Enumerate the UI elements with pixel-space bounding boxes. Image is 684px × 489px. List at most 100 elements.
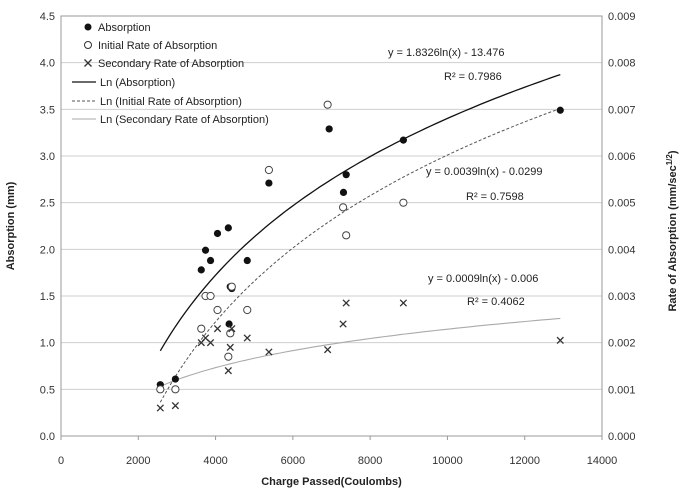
r2-initial-rate: R² = 0.7598 <box>466 191 524 203</box>
point-stroke <box>339 320 347 328</box>
point-secondary-rate-of-absorption <box>213 325 222 333</box>
y2-tick-label: 0.002 <box>608 338 636 350</box>
x-tick-label: 8000 <box>358 455 382 467</box>
y2-tick-label: 0.003 <box>608 291 636 303</box>
y-tick-label: 3.5 <box>40 104 55 116</box>
trend-line-ln-absorption <box>159 73 561 352</box>
x-tick-label: 0 <box>58 455 64 467</box>
point-initial-rate-of-absorption <box>156 385 165 394</box>
point-absorption <box>399 136 407 144</box>
point-initial-rate-of-absorption <box>399 198 408 207</box>
legend-marker-secondary-rate <box>84 59 92 67</box>
point-stroke <box>323 346 332 354</box>
point-absorption <box>556 106 564 114</box>
y-tick-label: 1.0 <box>40 338 55 350</box>
point-initial-rate-of-absorption <box>323 100 332 109</box>
point-stroke <box>226 343 234 351</box>
y-tick-label: 4.5 <box>40 11 55 23</box>
y2-tick-label: 0.004 <box>608 244 636 256</box>
equation-secondary-rate: y = 0.0009ln(x) - 0.006 <box>428 273 538 285</box>
point-initial-rate-of-absorption <box>197 324 206 333</box>
point-absorption <box>197 266 205 274</box>
legend-label-ln-absorption: Ln (Absorption) <box>100 77 175 89</box>
point-stroke <box>243 334 251 342</box>
point-absorption <box>342 171 350 179</box>
point-absorption <box>225 320 233 328</box>
point-secondary-rate-of-absorption <box>224 367 232 375</box>
x-tick-label: 10000 <box>432 455 463 467</box>
point-absorption <box>265 179 273 187</box>
point-stroke <box>201 334 210 342</box>
point-secondary-rate-of-absorption <box>171 402 180 410</box>
y-tick-label: 4.0 <box>40 58 55 70</box>
x-tick-label: 12000 <box>509 455 540 467</box>
point-stroke <box>156 404 164 412</box>
point-secondary-rate-of-absorption <box>228 325 236 333</box>
trend-lines <box>159 73 561 403</box>
point-absorption <box>206 256 215 265</box>
r2-absorption: R² = 0.7986 <box>444 71 502 83</box>
point-secondary-rate-of-absorption <box>226 343 234 351</box>
point-absorption <box>243 256 251 265</box>
point-stroke <box>213 325 222 333</box>
y-tick-label: 2.0 <box>40 244 55 256</box>
point-stroke <box>228 325 236 333</box>
point-initial-rate-of-absorption <box>213 305 222 315</box>
point-stroke <box>224 367 232 375</box>
y-tick-label: 1.5 <box>40 291 55 303</box>
y2-axis-title: Rate of Absorption (mm/sec1/2) <box>665 150 679 311</box>
point-initial-rate-of-absorption <box>264 165 273 175</box>
point-secondary-rate-of-absorption <box>556 336 564 344</box>
y2-tick-label: 0.006 <box>608 151 636 163</box>
x-tick-label: 2000 <box>126 455 150 467</box>
point-initial-rate-of-absorption <box>224 352 233 361</box>
y2-tick-label: 0.005 <box>608 198 636 210</box>
y2-axis-title-end: ) <box>667 150 679 154</box>
point-stroke <box>206 339 215 347</box>
point-stroke <box>342 299 350 307</box>
point-secondary-rate-of-absorption <box>342 299 350 307</box>
legend-marker-initial-rate <box>84 41 92 49</box>
data-points <box>156 100 564 412</box>
y2-tick-label: 0.008 <box>608 58 636 70</box>
point-secondary-rate-of-absorption <box>399 299 408 307</box>
point-initial-rate-of-absorption <box>243 305 252 315</box>
point-secondary-rate-of-absorption <box>339 320 347 328</box>
y2-tick-labels: 0.000 0.001 0.002 0.003 0.004 0.005 0.006 0.007… <box>608 11 636 443</box>
point-secondary-rate-of-absorption <box>156 404 164 412</box>
point-stroke <box>265 348 273 356</box>
trend-line-ln-initial-rate-of-absorption <box>159 107 561 403</box>
point-absorption <box>339 188 348 196</box>
point-secondary-rate-of-absorption <box>323 346 332 354</box>
x-axis-title: Charge Passed(Coulombs) <box>261 476 402 488</box>
y2-tick-label: 0.000 <box>608 431 636 443</box>
legend-marker-absorption <box>84 23 92 31</box>
legend-label-ln-secondary-rate: Ln (Secondary Rate of Absorption) <box>100 114 269 126</box>
y-tick-labels: 0.0 0.5 1.0 1.5 2.0 2.5 3.0 3.5 4.0 4.5 <box>40 11 55 443</box>
legend-label-secondary-rate: Secondary Rate of Absorption <box>98 58 244 70</box>
y2-axis-title-main: Rate of Absorption (mm/sec <box>667 165 679 311</box>
legend-label-ln-initial-rate: Ln (Initial Rate of Absorption) <box>100 96 242 108</box>
point-absorption <box>201 246 210 254</box>
x-tick-label: 14000 <box>587 455 618 467</box>
x-tick-label: 4000 <box>203 455 227 467</box>
y-axis-title: Absorption (mm) <box>5 181 17 270</box>
point-stroke <box>399 299 408 307</box>
x-tick-label: 6000 <box>281 455 305 467</box>
point-initial-rate-of-absorption <box>338 203 348 212</box>
point-secondary-rate-of-absorption <box>206 339 215 347</box>
point-secondary-rate-of-absorption <box>265 348 273 356</box>
y2-axis-title-sup: 1/2 <box>665 154 674 166</box>
point-absorption <box>171 375 179 383</box>
legend-label-initial-rate: Initial Rate of Absorption <box>98 40 217 52</box>
y2-tick-label: 0.009 <box>608 11 636 23</box>
legend-label-absorption: Absorption <box>98 22 151 34</box>
point-absorption <box>224 224 232 232</box>
y2-tick-label: 0.001 <box>608 384 636 396</box>
y-tick-label: 3.0 <box>40 151 55 163</box>
point-stroke <box>556 336 564 344</box>
plot-area-border <box>60 15 603 437</box>
point-initial-rate-of-absorption <box>171 385 180 394</box>
point-initial-rate-of-absorption <box>342 231 351 240</box>
point-absorption <box>325 125 333 133</box>
